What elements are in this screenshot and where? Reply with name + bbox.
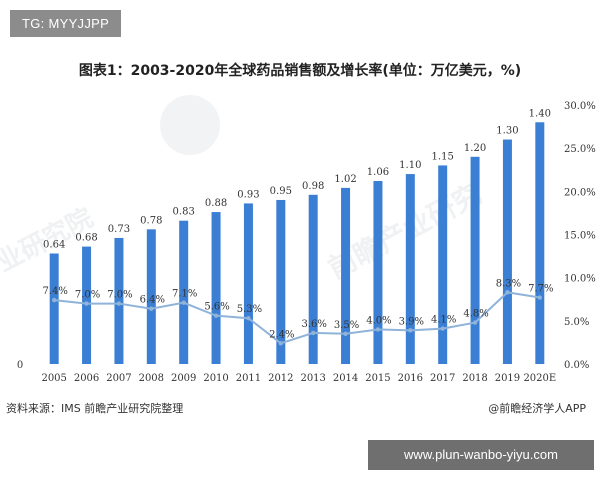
bar-value-label: 1.06 — [367, 167, 389, 178]
bar — [243, 203, 253, 364]
growth-rate-label: 2.4% — [269, 329, 294, 340]
growth-rate-point — [310, 330, 316, 336]
bar-value-label: 1.40 — [529, 108, 551, 119]
x-tick-label: 2006 — [74, 373, 99, 384]
growth-rate-point — [408, 328, 413, 333]
bar-value-label: 1.02 — [334, 174, 356, 185]
bar — [535, 122, 545, 365]
bar — [146, 229, 156, 364]
growth-rate-point — [472, 320, 478, 325]
y-right-tick-label: 10.0% — [564, 274, 596, 285]
growth-rate-label: 7.4% — [42, 286, 67, 297]
url-badge[interactable]: www.plun-wanbo-yiyu.com — [368, 440, 594, 470]
growth-rate-point — [505, 290, 510, 295]
x-tick-label: 2007 — [106, 373, 131, 384]
bar-value-label: 0.95 — [270, 186, 292, 197]
x-tick-label: 2005 — [41, 373, 66, 384]
x-tick-label: 2011 — [236, 373, 261, 384]
bar-value-label: 1.15 — [432, 151, 454, 162]
x-tick-label: 2014 — [333, 373, 358, 384]
y-right-tick-label: 30.0% — [564, 101, 596, 112]
growth-rate-point — [116, 301, 122, 306]
bar-value-label: 1.30 — [496, 126, 518, 137]
growth-rate-point — [375, 327, 381, 332]
growth-rate-label: 3.6% — [301, 319, 326, 330]
y-right-tick-label: 0.0% — [564, 360, 589, 371]
growth-rate-label: 5.6% — [204, 302, 229, 313]
chart-title: 图表1：2003-2020年全球药品销售额及增长率(单位：万亿美元，%) — [78, 63, 522, 79]
growth-rate-point — [51, 297, 57, 303]
bar-value-label: 1.20 — [464, 143, 486, 154]
bar — [373, 180, 383, 364]
y-right-tick-label: 5.0% — [564, 317, 589, 328]
x-tick-label: 2012 — [268, 373, 293, 384]
bar-value-label: 1.10 — [399, 160, 421, 171]
bar-value-label: 0.64 — [43, 239, 65, 250]
bar — [114, 237, 124, 364]
bar — [405, 174, 415, 364]
bar — [276, 199, 286, 364]
growth-rate-label: 7.1% — [172, 289, 197, 300]
y-right-tick-label: 25.0% — [564, 144, 596, 155]
bar — [211, 212, 221, 364]
growth-rate-label: 7.0% — [75, 290, 100, 301]
bar-value-label: 0.98 — [302, 181, 324, 192]
y-right-tick-label: 20.0% — [564, 187, 596, 198]
bar — [49, 253, 59, 364]
bar-value-label: 0.83 — [173, 207, 195, 218]
y-right-tick-label: 15.0% — [564, 231, 596, 242]
bar-value-label: 0.93 — [237, 189, 259, 200]
x-tick-label: 2015 — [365, 373, 390, 384]
growth-rate-point — [246, 316, 251, 321]
x-tick-label: 2008 — [139, 373, 164, 384]
growth-rate-label: 4.0% — [366, 315, 391, 326]
bar — [502, 139, 512, 364]
growth-rate-label: 7.7% — [528, 284, 553, 295]
bar — [179, 220, 189, 364]
y-left-tick-label: 0 — [17, 360, 23, 371]
x-tick-label: 2018 — [462, 373, 487, 384]
growth-rate-point — [149, 306, 154, 311]
growth-rate-point — [440, 326, 445, 331]
growth-rate-label: 4.8% — [463, 309, 488, 320]
growth-rate-point — [84, 301, 89, 306]
growth-rate-point — [213, 313, 219, 318]
growth-rate-label: 7.0% — [107, 290, 132, 301]
bar — [308, 194, 318, 364]
bar — [341, 187, 351, 364]
x-tick-label: 2017 — [430, 373, 455, 384]
growth-rate-point — [343, 331, 348, 336]
growth-rate-point — [537, 295, 543, 300]
watermark-tag: TG: MYYJJPP — [10, 10, 122, 37]
x-tick-label: 2019 — [495, 373, 520, 384]
growth-rate-label: 3.9% — [399, 316, 424, 327]
growth-rate-label: 8.3% — [496, 278, 521, 289]
bar-value-label: 0.68 — [75, 233, 97, 244]
x-tick-label: 2013 — [300, 373, 325, 384]
x-tick-label: 2016 — [398, 373, 423, 384]
growth-rate-label: 5.3% — [237, 304, 262, 315]
x-tick-label: 2020E — [523, 373, 556, 384]
bar — [438, 165, 448, 364]
bar-value-label: 0.73 — [108, 224, 130, 235]
x-tick-label: 2009 — [171, 373, 196, 384]
bar-value-label: 0.88 — [205, 198, 227, 209]
growth-rate-label: 4.1% — [431, 315, 456, 326]
growth-rate-label: 6.4% — [140, 295, 165, 306]
growth-rate-point — [278, 341, 284, 346]
x-tick-label: 2010 — [203, 373, 228, 384]
bar-value-label: 0.78 — [140, 215, 162, 226]
growth-rate-point — [181, 300, 186, 305]
source-note: 资料来源：IMS 前瞻产业研究院整理 — [6, 402, 184, 415]
growth-rate-line — [54, 291, 540, 345]
brand-note: @前瞻经济学人APP — [488, 402, 586, 415]
growth-rate-label: 3.5% — [334, 320, 359, 331]
bar — [470, 156, 480, 364]
